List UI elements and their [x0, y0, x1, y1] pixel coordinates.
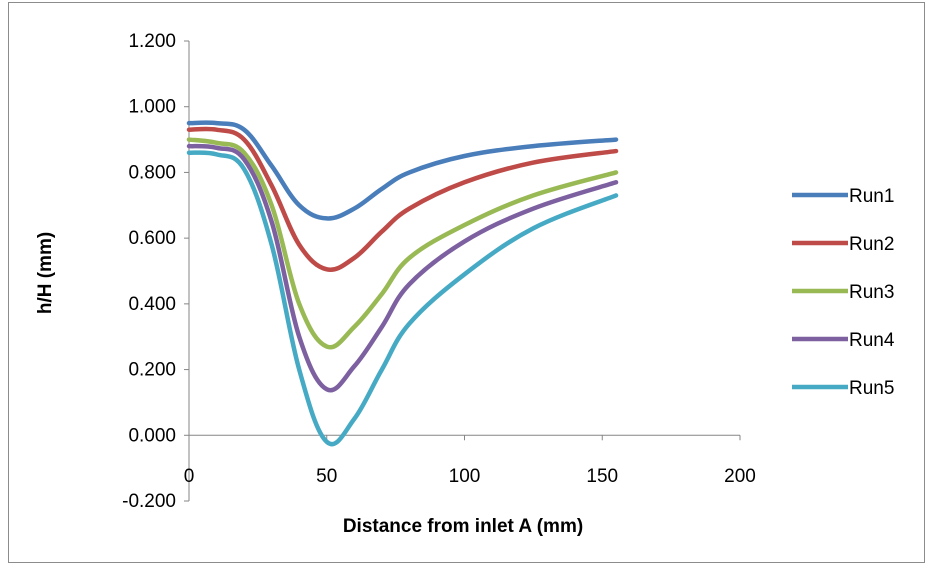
- legend-label-run2: Run2: [849, 234, 894, 255]
- x-axis-title: Distance from inlet A (mm): [343, 516, 583, 537]
- legend-label-run5: Run5: [849, 378, 894, 399]
- x-tick-label: 100: [449, 466, 481, 487]
- line-chart: h/H (mm) Distance from inlet A (mm) -0.2…: [35, 31, 895, 537]
- series-line-run2: [186, 126, 619, 273]
- y-tick-label: 0.000: [128, 425, 176, 446]
- series-line-run5: [186, 150, 619, 447]
- chart-frame: h/H (mm) Distance from inlet A (mm) -0.2…: [8, 2, 925, 563]
- y-tick-label: 0.200: [128, 360, 176, 381]
- x-tick-label: 50: [316, 466, 337, 487]
- legend-label-run1: Run1: [849, 186, 894, 207]
- y-tick-label: 0.800: [128, 162, 176, 183]
- series-line-run3: [186, 137, 619, 350]
- y-axis-title: h/H (mm): [35, 232, 56, 314]
- x-tick-label: 150: [586, 466, 618, 487]
- y-tick-label: 1.200: [128, 31, 176, 52]
- series-line-run1: [186, 120, 619, 221]
- x-tick-label: 0: [184, 466, 195, 487]
- y-tick-label: 1.000: [128, 97, 176, 118]
- y-tick-label: 0.400: [128, 294, 176, 315]
- legend-label-run3: Run3: [849, 282, 894, 303]
- x-tick-label: 200: [724, 466, 756, 487]
- series-line-run4: [186, 143, 619, 393]
- legend-label-run4: Run4: [849, 330, 895, 351]
- y-tick-label: 0.600: [128, 228, 176, 249]
- y-tick-label: -0.200: [122, 491, 176, 512]
